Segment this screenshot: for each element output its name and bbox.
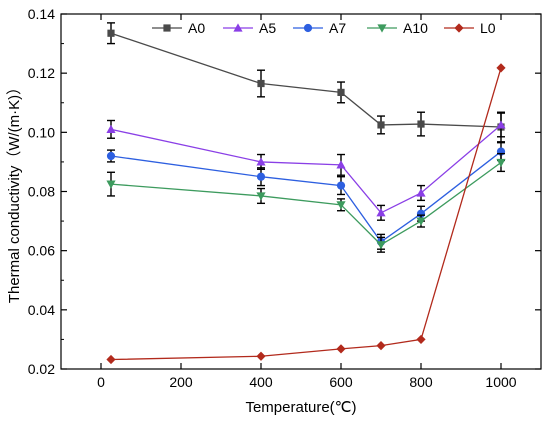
data-point — [336, 344, 346, 354]
y-tick-label: 0.12 — [28, 65, 55, 81]
legend-label: A5 — [259, 20, 276, 36]
y-tick-label: 0.10 — [28, 124, 55, 140]
legend-marker — [163, 24, 171, 32]
series-line — [110, 67, 502, 361]
data-point — [336, 181, 346, 190]
data-point — [376, 241, 386, 250]
y-tick-label: 0.02 — [28, 361, 55, 377]
x-tick-label: 200 — [169, 374, 193, 390]
legend-label: L0 — [480, 20, 496, 36]
data-point — [416, 188, 426, 197]
data-point — [376, 208, 386, 217]
legend-marker — [454, 23, 464, 33]
data-point — [256, 351, 266, 361]
x-tick-label: 1000 — [485, 374, 516, 390]
data-point — [257, 79, 265, 88]
data-point — [256, 192, 266, 201]
series-line — [110, 151, 502, 243]
data-point — [106, 180, 116, 189]
y-axis-title: Thermal conductivity（W/(m·K)） — [6, 80, 23, 303]
data-point — [376, 341, 386, 351]
x-tick-label: 800 — [409, 374, 433, 390]
series-line — [110, 32, 502, 128]
data-point — [417, 120, 425, 128]
data-point — [256, 157, 266, 166]
series-line — [110, 161, 502, 246]
y-tick-label: 0.08 — [28, 184, 55, 200]
data-point — [496, 120, 506, 129]
axes: 0 200 400 600 800 1000 0.02 0.04 0.06 0.08 0.10 0.1… — [28, 6, 542, 390]
data-point — [337, 88, 345, 96]
legend-marker — [303, 23, 313, 33]
legend-marker — [233, 23, 243, 32]
legend-marker — [377, 24, 387, 33]
x-tick-label: 0 — [97, 374, 105, 390]
legend-entry-l0: L0 — [444, 20, 496, 36]
series-a0 — [107, 22, 505, 143]
x-tick-label: 400 — [249, 374, 273, 390]
legend-entry-a5: A5 — [223, 20, 276, 36]
data-point — [336, 201, 346, 210]
data-point — [107, 29, 115, 37]
series-layer — [106, 22, 506, 365]
data-point — [106, 124, 116, 133]
legend: A0 A5 A7 A10 L0 — [152, 20, 496, 36]
data-point — [256, 172, 266, 181]
data-point — [416, 334, 426, 345]
series-l0 — [106, 63, 506, 365]
legend-label: A0 — [188, 20, 205, 36]
series-line — [110, 124, 502, 214]
x-axis-title: Temperature(℃) — [245, 399, 356, 416]
data-point — [416, 217, 426, 226]
series-a5 — [106, 112, 506, 221]
legend-entry-a10: A10 — [367, 20, 428, 36]
y-tick-label: 0.14 — [28, 6, 55, 22]
legend-label: A10 — [403, 20, 428, 36]
y-tick-label: 0.04 — [28, 302, 55, 318]
legend-entry-a7: A7 — [293, 20, 346, 36]
data-point — [377, 121, 385, 129]
legend-label: A7 — [329, 20, 346, 36]
data-point — [106, 354, 116, 365]
legend-entry-a0: A0 — [152, 20, 205, 36]
data-point — [106, 151, 116, 161]
data-point — [496, 158, 506, 168]
x-tick-label: 600 — [329, 374, 353, 390]
data-point — [336, 160, 346, 169]
plot-frame — [60, 13, 542, 370]
y-tick-label: 0.06 — [28, 243, 55, 259]
series-a10 — [106, 152, 506, 253]
series-a7 — [106, 141, 506, 250]
data-point — [496, 63, 506, 73]
